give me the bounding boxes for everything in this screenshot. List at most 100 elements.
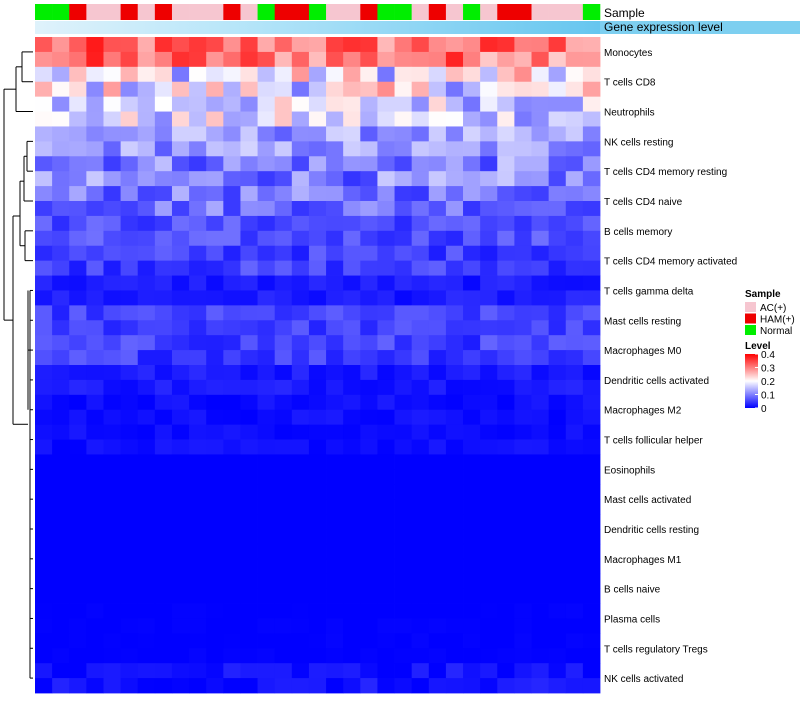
heatmap-cell — [377, 186, 395, 202]
heatmap-cell — [86, 320, 104, 336]
heatmap-cell — [582, 171, 601, 187]
heatmap-cell — [35, 171, 53, 187]
heatmap-cell — [137, 633, 156, 649]
heatmap-cell — [428, 350, 447, 366]
heatmap-cell — [548, 678, 567, 694]
heatmap-cell — [445, 156, 464, 172]
heatmap-cell — [377, 275, 395, 291]
heatmap-cell — [428, 305, 447, 321]
heatmap-cell — [137, 335, 156, 351]
heatmap-cell — [548, 633, 567, 649]
heatmap-cell — [582, 290, 601, 306]
heatmap-cell — [445, 484, 464, 500]
heatmap-cell — [137, 618, 156, 634]
heatmap-cell — [548, 469, 567, 485]
legend-swatch — [745, 302, 756, 312]
heatmap-cell — [223, 648, 241, 664]
sample-cell — [411, 4, 430, 20]
heatmap-cell — [360, 81, 378, 98]
heatmap-cell — [463, 663, 481, 679]
heatmap-cell — [394, 573, 413, 590]
heatmap-cell — [343, 81, 361, 98]
legend-entry-label: Normal — [760, 326, 792, 337]
heatmap-cell — [206, 394, 224, 411]
heatmap-cell — [69, 454, 87, 470]
heatmap-cell — [240, 141, 258, 157]
heatmap-cell — [565, 394, 584, 411]
heatmap-cell — [531, 245, 550, 262]
heatmap-cell — [463, 275, 481, 291]
heatmap-cell — [86, 260, 104, 276]
heatmap-cell — [582, 603, 601, 619]
heatmap-cell — [377, 543, 395, 560]
heatmap-cell — [360, 365, 378, 381]
heatmap-cell — [240, 365, 258, 381]
row-label: T cells regulatory Tregs — [604, 644, 708, 655]
expression-track-label: Gene expression level — [604, 20, 723, 34]
heatmap-cell — [35, 514, 53, 530]
heatmap-cell — [35, 469, 53, 485]
heatmap-cell — [480, 588, 498, 604]
heatmap-cell — [274, 558, 293, 575]
heatmap-cell — [206, 350, 224, 366]
heatmap-cell — [86, 96, 104, 112]
heatmap-cell — [548, 588, 567, 604]
heatmap-cell — [428, 573, 447, 590]
heatmap-cell — [548, 424, 567, 440]
heatmap-cell — [223, 543, 241, 560]
heatmap-cell — [189, 648, 207, 664]
heatmap-cell — [120, 469, 139, 485]
heatmap-cell — [394, 588, 413, 604]
heatmap-cell — [343, 335, 361, 351]
heatmap-cell — [154, 648, 173, 664]
heatmap-cell — [257, 260, 276, 276]
heatmap-cell — [103, 588, 121, 604]
heatmap-cell — [548, 514, 567, 530]
heatmap-cell — [360, 648, 378, 664]
heatmap-cell — [171, 603, 190, 619]
heatmap-cell — [154, 201, 173, 217]
heatmap-cell — [189, 439, 207, 455]
heatmap-cell — [69, 290, 87, 306]
heatmap-cell — [35, 305, 53, 321]
heatmap-cell — [377, 618, 395, 634]
heatmap-cell — [137, 201, 156, 217]
heatmap-cell — [480, 618, 498, 634]
heatmap-cell — [291, 335, 310, 351]
heatmap-cell — [343, 290, 361, 306]
heatmap-cell — [137, 320, 156, 336]
heatmap-cell — [120, 648, 139, 664]
heatmap-cell — [428, 543, 447, 560]
row-label: Dendritic cells resting — [604, 525, 699, 536]
heatmap-cell — [445, 335, 464, 351]
heatmap-cell — [206, 305, 224, 321]
heatmap-cell — [308, 245, 327, 262]
heatmap-cell — [52, 603, 70, 619]
heatmap-cell — [531, 51, 550, 68]
heatmap-cell — [377, 81, 395, 98]
heatmap-cell — [463, 111, 481, 127]
heatmap-cell — [189, 245, 207, 262]
heatmap-cell — [154, 245, 173, 262]
sample-annotation-track — [35, 4, 601, 20]
heatmap-cell — [120, 394, 139, 411]
row-dendrogram — [3, 51, 33, 679]
heatmap-cell — [377, 514, 395, 530]
heatmap-cell — [120, 290, 139, 306]
heatmap-cell — [206, 379, 224, 396]
heatmap-cell — [223, 469, 241, 485]
heatmap-cell — [428, 215, 447, 232]
heatmap-cell — [189, 454, 207, 470]
heatmap-cell — [154, 111, 173, 127]
heatmap-cell — [274, 663, 293, 679]
heatmap-cell — [52, 648, 70, 664]
heatmap-cell — [531, 618, 550, 634]
heatmap-cell — [86, 603, 104, 619]
heatmap-cell — [240, 81, 258, 98]
heatmap-cell — [514, 245, 532, 262]
heatmap-cell — [377, 37, 395, 53]
heatmap-cell — [514, 484, 532, 500]
row-label: NK cells resting — [604, 137, 673, 148]
heatmap-cell — [257, 230, 276, 247]
heatmap-cell — [103, 409, 121, 426]
